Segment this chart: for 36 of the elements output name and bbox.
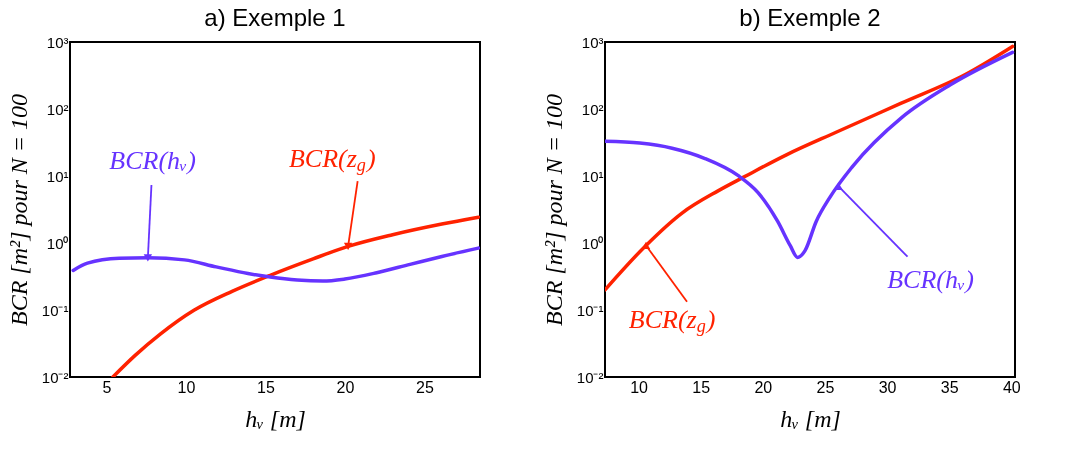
y-tick-label: 10⁰	[581, 234, 604, 252]
y-tick-label: 10²	[581, 100, 604, 118]
x-tick-label: 15	[692, 378, 711, 396]
x-tick-label: 25	[816, 378, 835, 396]
x-tick-label: 5	[102, 378, 112, 396]
y-tick-label: 10⁻¹	[41, 301, 69, 319]
y-tick-label: 10⁰	[46, 234, 69, 252]
annotation: BCR(hᵥ)	[887, 265, 974, 295]
y-tick-label: 10³	[46, 33, 69, 51]
x-tick-label: 40	[1002, 378, 1021, 396]
x-tick-label: 20	[754, 378, 773, 396]
y-tick-label: 10¹	[46, 167, 69, 185]
y-tick-label: 10²	[46, 100, 69, 118]
chart-title: a) Exemple 1	[204, 4, 346, 31]
x-tick-label: 30	[878, 378, 897, 396]
y-axis-title: BCR [m²] pour N = 100	[540, 93, 567, 327]
x-tick-label: 20	[336, 378, 355, 396]
x-tick-label: 10	[630, 378, 649, 396]
line-series	[111, 215, 480, 377]
x-axis-title: hᵥ [m]	[780, 405, 841, 432]
x-tick-label: 25	[415, 378, 434, 396]
line-series	[605, 50, 1015, 260]
y-tick-label: 10³	[581, 33, 604, 51]
annotation: BCR(hᵥ)	[109, 145, 196, 175]
y-axis-title: BCR [m²] pour N = 100	[5, 93, 32, 327]
y-tick-label: 10⁻¹	[576, 301, 604, 319]
x-tick-label: 10	[177, 378, 196, 396]
line-series	[71, 246, 480, 283]
y-tick-label: 10¹	[581, 167, 604, 185]
y-tick-label: 10⁻²	[41, 368, 69, 386]
x-tick-label: 15	[257, 378, 275, 396]
x-tick-label: 35	[940, 378, 959, 396]
x-axis-title: hᵥ [m]	[245, 405, 306, 432]
chart-title: b) Exemple 2	[739, 4, 881, 31]
y-tick-label: 10⁻²	[576, 368, 604, 386]
line-series	[605, 44, 1015, 292]
